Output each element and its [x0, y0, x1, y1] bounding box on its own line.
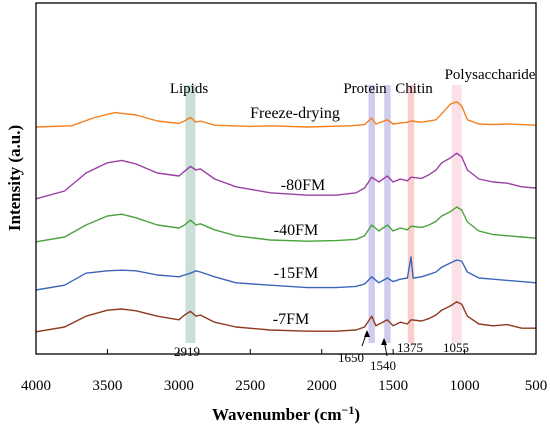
series-label-80fm: -80FM: [281, 177, 325, 194]
x-tick-label-1500: 1500: [378, 378, 408, 394]
plot-frame: [35, 2, 537, 355]
x-tick-label-3000: 3000: [164, 378, 194, 394]
x-tick-label-4000: 4000: [21, 378, 51, 394]
peak-label-1375: 1375: [397, 340, 423, 355]
band-polysaccharide: [451, 85, 462, 343]
series-line-40fm: [35, 206, 537, 243]
series-label-40fm: -40FM: [274, 222, 318, 239]
series-label-7fm: -7FM: [273, 311, 309, 328]
arrow-1540: [381, 338, 388, 357]
peak-label-1055: 1055: [443, 340, 469, 355]
band-lipids: [185, 85, 196, 343]
x-axis: 4000 3500 3000 2500 2000 1500 1000 500: [21, 349, 547, 394]
x-tick-label-3500: 3500: [92, 378, 122, 394]
series-line-15fm: [35, 256, 537, 291]
band-label-chitin: Chitin: [395, 81, 433, 97]
band-protein: [368, 85, 375, 343]
band-layer: [185, 85, 462, 343]
series-layer: [35, 101, 537, 333]
series-label-15fm: -15FM: [274, 265, 318, 282]
series-label-freeze-drying: Freeze-drying: [250, 105, 340, 122]
peak-label-1650: 1650: [338, 350, 364, 365]
band-label-protein: Protein: [343, 81, 387, 97]
x-tick-label-2000: 2000: [307, 378, 337, 394]
band-label-polysaccharide: Polysaccharide: [445, 67, 536, 83]
band-protein-2: [384, 85, 391, 343]
peak-label-1540: 1540: [370, 358, 396, 373]
y-axis-title: Intensity (a.u.): [5, 125, 24, 231]
series-line-7fm: [35, 301, 536, 333]
band-label-lipids: Lipids: [170, 81, 208, 97]
arrow-1650: [361, 330, 370, 347]
x-tick-label-2500: 2500: [235, 378, 265, 394]
band-chitin: [407, 85, 415, 343]
x-axis-title: Wavenumber (cm−1): [212, 403, 360, 424]
x-tick-label-1000: 1000: [450, 378, 480, 394]
series-line-freezedrying: [35, 101, 537, 128]
series-line-80fm: [35, 152, 537, 200]
x-tick-label-500: 500: [525, 378, 548, 394]
peak-label-2919: 2919: [174, 344, 200, 359]
